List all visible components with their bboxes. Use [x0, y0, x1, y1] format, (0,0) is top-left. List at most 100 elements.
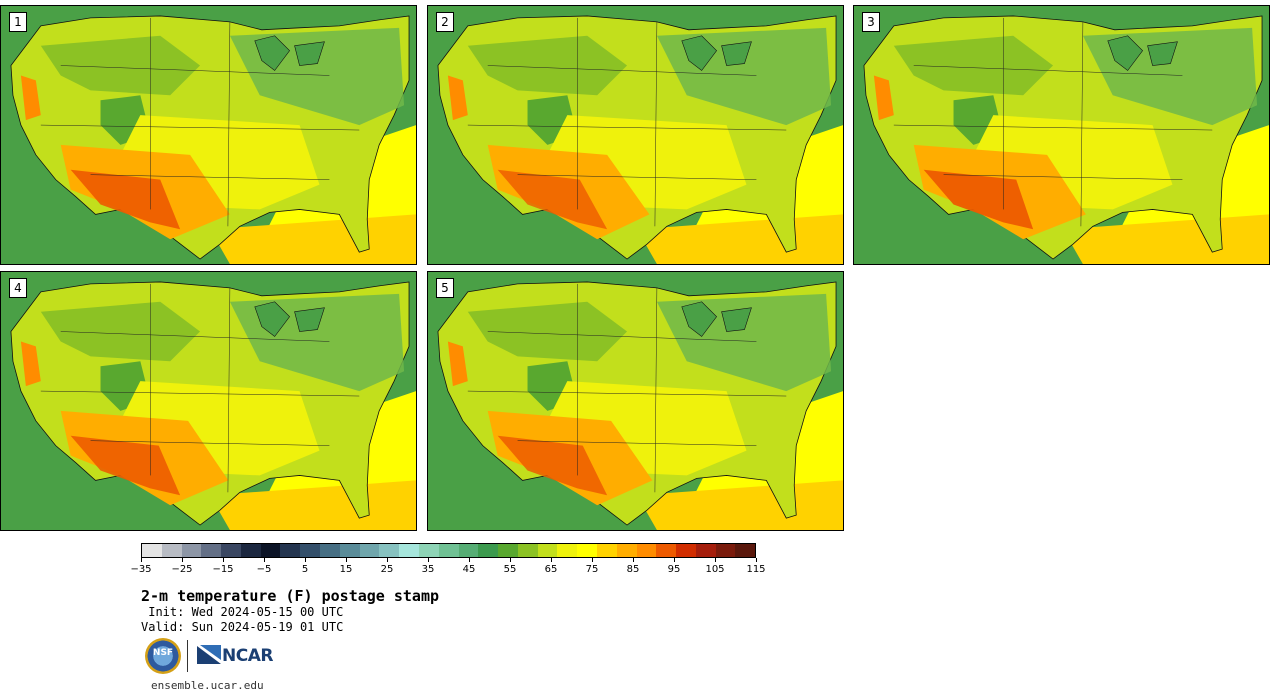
colorbar-tick-label: −25: [171, 564, 193, 575]
north-cool-zone: [893, 35, 1054, 96]
temperature-map: [1, 272, 416, 530]
great-lakes: [681, 35, 718, 71]
colorbar-bin: [201, 544, 222, 557]
colorbar-tick: [469, 558, 470, 562]
colorbar-bin: [557, 544, 578, 557]
colorbar-bin: [320, 544, 340, 557]
state-border: [40, 390, 360, 397]
colorbar-tick: [141, 558, 142, 562]
temperature-map: [428, 272, 843, 530]
state-border: [654, 287, 658, 493]
desert-very-hot-zone: [497, 169, 608, 230]
colorbar-tick-label: −35: [130, 564, 152, 575]
init-time: Init: Wed 2024-05-15 00 UTC: [141, 605, 344, 619]
great-lakes: [1147, 41, 1178, 66]
colorbar-bin: [438, 544, 459, 557]
colorbar-tick: [674, 558, 675, 562]
california-valley-hot-zone: [447, 75, 468, 121]
colorbar-bin: [142, 544, 162, 557]
colorbar-tick-label: 95: [667, 564, 681, 575]
colorbar-bin: [181, 544, 202, 557]
colorbar-tick-label: 55: [503, 564, 517, 575]
panel-number: 1: [9, 12, 27, 32]
colorbar-bin: [221, 544, 241, 557]
forecast-panel-4: 4: [0, 271, 417, 531]
california-valley-hot-zone: [447, 341, 468, 387]
panel-number: 4: [9, 278, 27, 298]
forecast-panel-3: 3: [853, 5, 1270, 265]
state-border: [60, 331, 330, 342]
state-border: [227, 287, 231, 493]
ncar-logo-icon: [197, 645, 221, 664]
great-lakes: [681, 301, 718, 337]
colorbar-tick: [387, 558, 388, 562]
colorbar-tick: [592, 558, 593, 562]
colorbar-tick-label: 65: [544, 564, 558, 575]
state-border: [40, 124, 360, 131]
desert-very-hot-zone: [70, 169, 181, 230]
colorbar-tick: [182, 558, 183, 562]
temperature-map: [854, 6, 1269, 264]
north-cool-zone: [467, 301, 628, 362]
colorbar-tick: [633, 558, 634, 562]
colorbar-bin: [735, 544, 756, 557]
colorbar-bin: [596, 544, 617, 557]
great-lakes: [254, 35, 291, 71]
colorbar-tick-label: 75: [585, 564, 599, 575]
state-border: [1080, 21, 1084, 227]
state-border: [517, 440, 757, 446]
colorbar-tick: [305, 558, 306, 562]
panel-number: 2: [436, 12, 454, 32]
colorbar-bin: [399, 544, 419, 557]
north-cool-zone: [467, 35, 628, 96]
temperature-map: [1, 6, 416, 264]
great-lakes: [721, 41, 752, 66]
colorbar-tick-label: 25: [380, 564, 394, 575]
plot-title: 2-m temperature (F) postage stamp: [141, 587, 440, 605]
colorbar-tick-label: 5: [301, 564, 309, 575]
colorbar-tick-label: 15: [339, 564, 353, 575]
colorbar-bin: [359, 544, 380, 557]
colorbar-tick-label: −5: [256, 564, 272, 575]
colorbar-bin: [379, 544, 400, 557]
colorbar-tick-label: 105: [705, 564, 725, 575]
california-valley-hot-zone: [20, 341, 41, 387]
state-border: [90, 440, 330, 446]
desert-very-hot-zone: [497, 435, 608, 496]
colorbar-bin: [478, 544, 499, 557]
california-valley-hot-zone: [873, 75, 894, 121]
state-border: [227, 21, 231, 227]
north-cool-zone: [40, 35, 201, 96]
great-lakes: [294, 41, 325, 66]
desert-very-hot-zone: [70, 435, 181, 496]
colorbar-tick-label: −15: [212, 564, 234, 575]
colorbar-bin: [676, 544, 696, 557]
panel-number: 5: [436, 278, 454, 298]
state-border: [487, 331, 757, 342]
colorbar-tick: [756, 558, 757, 562]
forecast-panel-2: 2: [427, 5, 844, 265]
colorbar-bin: [498, 544, 518, 557]
website-url: ensemble.ucar.edu: [151, 679, 264, 692]
colorbar-tick: [428, 558, 429, 562]
state-border: [913, 65, 1183, 76]
state-border: [60, 65, 330, 76]
north-cool-zone: [40, 301, 201, 362]
colorbar-bin: [577, 544, 597, 557]
colorbar-bin: [240, 544, 261, 557]
colorbar-bin: [695, 544, 716, 557]
colorbar-tick: [264, 558, 265, 562]
state-border: [467, 390, 787, 397]
colorbar-tick: [223, 558, 224, 562]
colorbar-bin: [418, 544, 439, 557]
state-border: [517, 174, 757, 180]
colorbar-tick: [346, 558, 347, 562]
state-border: [943, 174, 1183, 180]
temperature-colorbar: [141, 543, 756, 558]
colorbar-tick: [715, 558, 716, 562]
colorbar-bin: [339, 544, 360, 557]
desert-very-hot-zone: [923, 169, 1034, 230]
colorbar-tick: [510, 558, 511, 562]
colorbar-bin: [280, 544, 301, 557]
colorbar-bin: [517, 544, 538, 557]
